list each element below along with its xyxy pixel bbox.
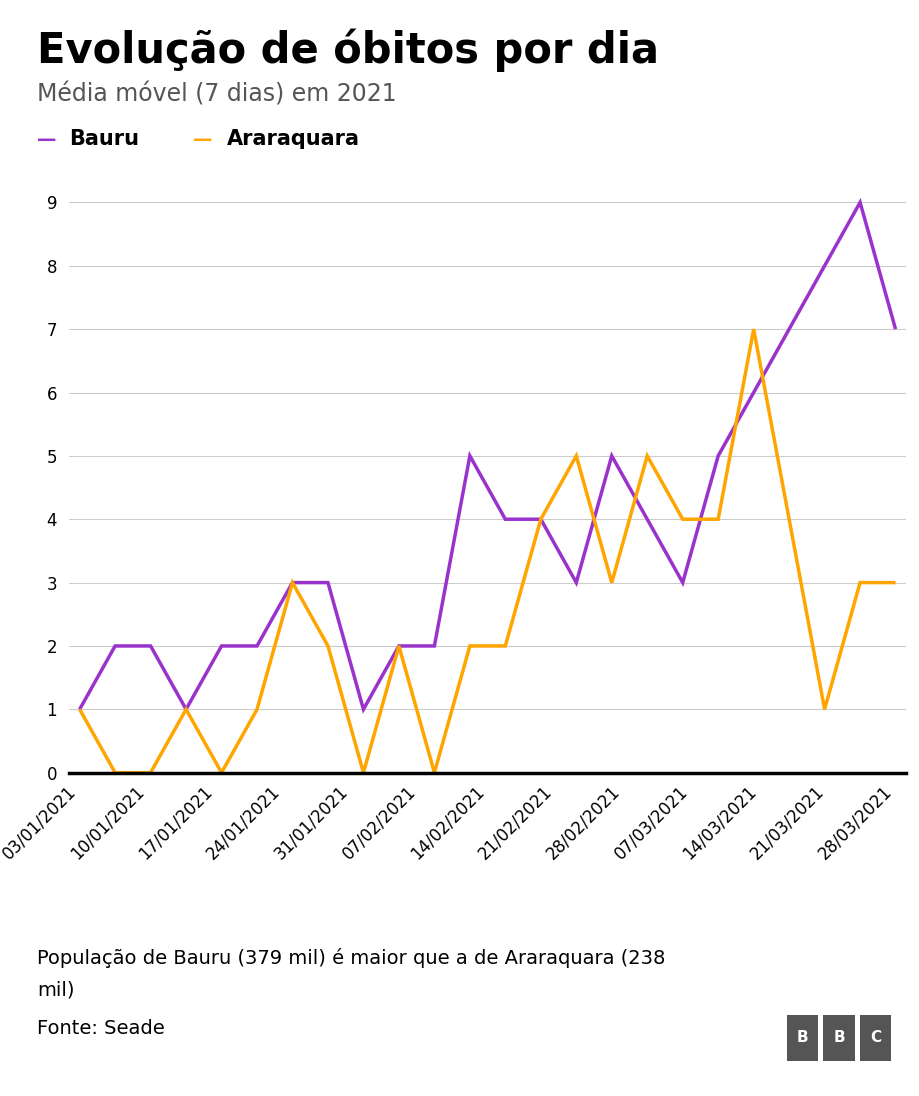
Text: Bauru: Bauru xyxy=(69,129,139,149)
Text: mil): mil) xyxy=(37,981,74,1000)
Text: Evolução de óbitos por dia: Evolução de óbitos por dia xyxy=(37,28,658,72)
Text: Araraquara: Araraquara xyxy=(227,129,360,149)
Text: População de Bauru (379 mil) é maior que a de Araraquara (238: População de Bauru (379 mil) é maior que… xyxy=(37,948,664,968)
Text: Fonte: Seade: Fonte: Seade xyxy=(37,1018,165,1038)
Text: C: C xyxy=(869,1030,880,1046)
Text: —: — xyxy=(193,129,212,149)
Text: Média móvel (7 dias) em 2021: Média móvel (7 dias) em 2021 xyxy=(37,82,396,106)
Text: —: — xyxy=(37,129,56,149)
Text: B: B xyxy=(796,1030,807,1046)
Text: B: B xyxy=(833,1030,844,1046)
